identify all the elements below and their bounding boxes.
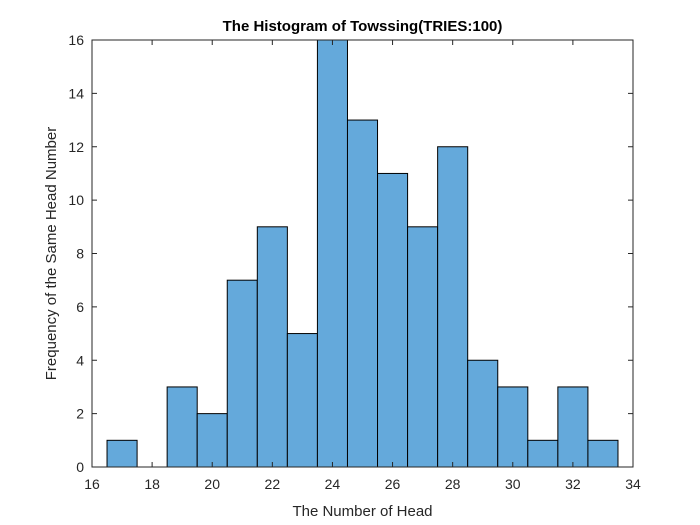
- y-tick-label: 4: [76, 352, 84, 368]
- x-tick-label: 18: [144, 476, 160, 492]
- x-tick-label: 34: [625, 476, 641, 492]
- histogram-bar: [377, 172, 409, 468]
- x-tick-label: 26: [385, 476, 401, 492]
- histogram-bar: [256, 226, 288, 468]
- histogram-bar: [346, 119, 379, 468]
- y-tick-label: 10: [68, 192, 84, 208]
- x-tick-label: 24: [325, 476, 341, 492]
- histogram-bar: [497, 386, 529, 468]
- x-axis-label: The Number of Head: [292, 503, 432, 520]
- histogram-bar: [527, 439, 559, 468]
- histogram-bar: [166, 386, 198, 468]
- x-tick-label: 30: [505, 476, 521, 492]
- y-tick-label: 0: [76, 459, 84, 475]
- histogram-bar: [587, 439, 619, 468]
- histogram-bar: [437, 146, 469, 468]
- y-tick-label: 8: [76, 246, 84, 262]
- x-tick-label: 20: [204, 476, 220, 492]
- histogram-bar: [286, 333, 318, 468]
- y-axis-label: Frequency of the Same Head Number: [43, 127, 60, 380]
- chart-title: The Histogram of Towssing(TRIES:100): [223, 18, 503, 35]
- histogram-bar: [316, 39, 348, 468]
- histogram-bar: [226, 279, 258, 468]
- x-tick-label: 28: [445, 476, 461, 492]
- x-tick-label: 32: [565, 476, 581, 492]
- y-tick-label: 2: [76, 406, 84, 422]
- histogram-bar: [196, 413, 228, 468]
- y-tick-label: 16: [68, 32, 84, 48]
- histogram-bar: [557, 386, 589, 468]
- y-tick-label: 6: [76, 299, 84, 315]
- bars-group: [106, 39, 619, 468]
- histogram-bar: [467, 359, 499, 468]
- histogram-bar: [407, 226, 439, 468]
- y-tick-label: 14: [68, 85, 84, 101]
- x-tick-label: 16: [84, 476, 100, 492]
- histogram-bar: [106, 439, 138, 468]
- y-tick-label: 12: [68, 139, 84, 155]
- x-tick-label: 22: [265, 476, 281, 492]
